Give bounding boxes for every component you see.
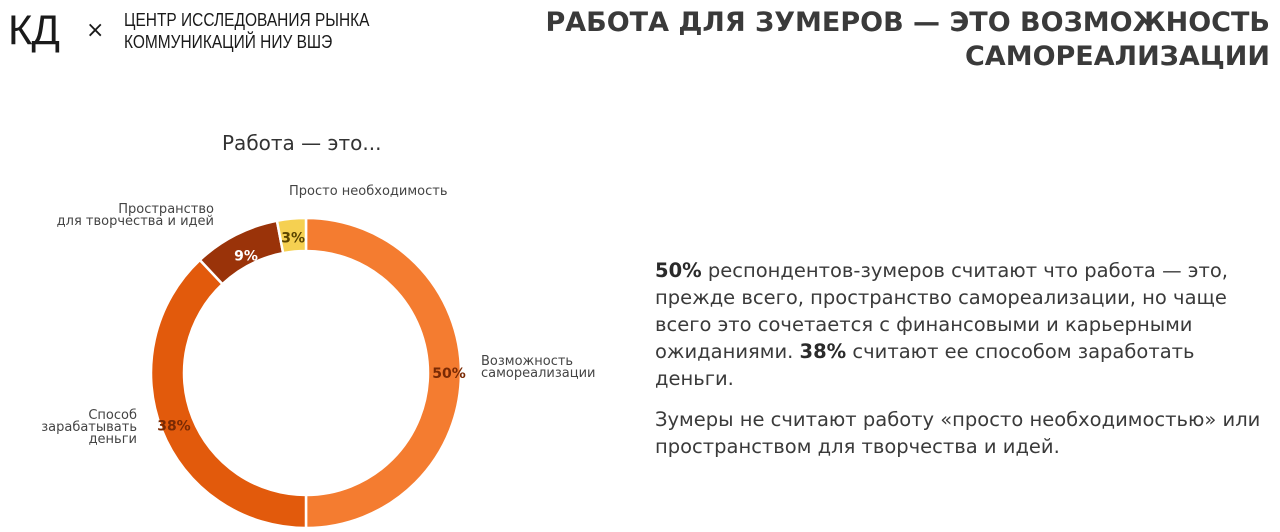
slice-label-line: для творчества и идей <box>56 214 214 229</box>
slice-value-label: 9% <box>234 248 258 264</box>
donut-chart: 50% 38% 9% 3% <box>149 216 466 530</box>
slice-label-line: самореализации <box>481 366 596 381</box>
slice-label-line: Возможность <box>481 354 574 369</box>
slice-label-line: Просто необходимость <box>289 184 448 199</box>
slice-value-label: 50% <box>432 366 466 382</box>
description-text: считают ее способом заработать деньги. <box>655 340 1195 390</box>
slice-label-line: зарабатывать <box>41 420 137 435</box>
chart-title: Работа — это... <box>222 131 382 155</box>
organization-line-1: ЦЕНТР ИССЛЕДОВАНИЯ РЫНКА <box>124 10 370 30</box>
highlight-50: 50% <box>655 259 702 282</box>
organization-name: ЦЕНТР ИССЛЕДОВАНИЯ РЫНКА КОММУНИКАЦИЙ НИ… <box>124 9 369 53</box>
description: 50% респондентов-зумеров считают что раб… <box>655 257 1270 474</box>
organization-line-2: КОММУНИКАЦИЙ НИУ ВШЭ <box>124 32 333 52</box>
slice-label-line: Пространство <box>118 202 214 217</box>
description-text: респондентов-зумеров считают что работа … <box>655 259 1228 363</box>
logo: КД <box>8 6 60 53</box>
times-sign: × <box>86 18 105 43</box>
description-paragraph-2: Зумеры не считают работу «просто необход… <box>655 408 1261 458</box>
slice-label-earn-money: Способ зарабатывать деньги <box>41 408 137 447</box>
page-title-line-1: РАБОТА ДЛЯ ЗУМЕРОВ — ЭТО ВОЗМОЖНОСТЬ <box>545 7 1270 38</box>
slice-label-line: деньги <box>88 432 137 447</box>
slice-value-label: 3% <box>281 231 305 247</box>
description-paragraph-1: 50% респондентов-зумеров считают что раб… <box>655 257 1270 392</box>
page-title: РАБОТА ДЛЯ ЗУМЕРОВ — ЭТО ВОЗМОЖНОСТЬ САМ… <box>510 6 1270 74</box>
donut-slice <box>304 216 463 530</box>
donut-slice <box>149 258 308 530</box>
slice-value-label: 38% <box>157 418 191 434</box>
highlight-38: 38% <box>799 340 847 363</box>
page-title-line-2: САМОРЕАЛИЗАЦИИ <box>964 41 1270 72</box>
slice-label-line: Способ <box>88 408 137 423</box>
slice-label-self-realization: Возможность самореализации <box>481 354 596 381</box>
slice-label-creativity: Пространство для творчества и идей <box>56 202 214 229</box>
slice-label-necessity: Просто необходимость <box>289 184 448 199</box>
donut-slice <box>275 216 308 255</box>
